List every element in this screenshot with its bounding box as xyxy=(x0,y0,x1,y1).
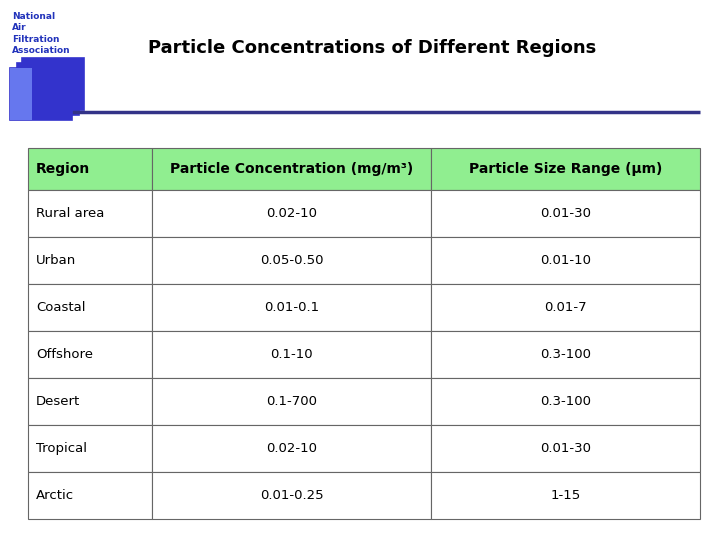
Text: 0.01-0.1: 0.01-0.1 xyxy=(264,301,320,314)
Text: 0.1-10: 0.1-10 xyxy=(271,348,313,361)
FancyBboxPatch shape xyxy=(431,190,700,237)
Text: 0.01-10: 0.01-10 xyxy=(540,254,591,267)
FancyBboxPatch shape xyxy=(153,472,431,519)
FancyBboxPatch shape xyxy=(153,148,431,190)
Text: 0.02-10: 0.02-10 xyxy=(266,207,318,220)
Text: Tropical: Tropical xyxy=(36,442,87,455)
Text: Desert: Desert xyxy=(36,395,80,408)
Text: 0.01-0.25: 0.01-0.25 xyxy=(260,489,323,502)
Text: Particle Concentrations of Different Regions: Particle Concentrations of Different Reg… xyxy=(148,39,596,57)
FancyBboxPatch shape xyxy=(153,331,431,378)
Text: Offshore: Offshore xyxy=(36,348,93,361)
FancyBboxPatch shape xyxy=(17,63,79,115)
FancyBboxPatch shape xyxy=(10,68,72,120)
Text: 0.05-0.50: 0.05-0.50 xyxy=(260,254,323,267)
FancyBboxPatch shape xyxy=(28,284,153,331)
Text: 1-15: 1-15 xyxy=(551,489,581,502)
Text: Rural area: Rural area xyxy=(36,207,104,220)
FancyBboxPatch shape xyxy=(28,190,153,237)
FancyBboxPatch shape xyxy=(431,148,700,190)
FancyBboxPatch shape xyxy=(431,237,700,284)
FancyBboxPatch shape xyxy=(153,378,431,425)
Text: Coastal: Coastal xyxy=(36,301,86,314)
FancyBboxPatch shape xyxy=(10,68,32,120)
Text: Arctic: Arctic xyxy=(36,489,74,502)
Text: Particle Size Range (μm): Particle Size Range (μm) xyxy=(469,162,662,176)
FancyBboxPatch shape xyxy=(28,378,153,425)
FancyBboxPatch shape xyxy=(153,190,431,237)
FancyBboxPatch shape xyxy=(431,472,700,519)
Text: 0.01-7: 0.01-7 xyxy=(544,301,587,314)
Text: National
Air
Filtration
Association: National Air Filtration Association xyxy=(12,12,71,56)
Text: Region: Region xyxy=(36,162,90,176)
FancyBboxPatch shape xyxy=(28,425,153,472)
FancyBboxPatch shape xyxy=(153,425,431,472)
Text: 0.01-30: 0.01-30 xyxy=(540,442,591,455)
Text: 0.1-700: 0.1-700 xyxy=(266,395,318,408)
FancyBboxPatch shape xyxy=(28,148,153,190)
FancyBboxPatch shape xyxy=(153,237,431,284)
FancyBboxPatch shape xyxy=(431,284,700,331)
FancyBboxPatch shape xyxy=(431,378,700,425)
FancyBboxPatch shape xyxy=(431,331,700,378)
Text: Urban: Urban xyxy=(36,254,76,267)
FancyBboxPatch shape xyxy=(28,331,153,378)
FancyBboxPatch shape xyxy=(431,425,700,472)
FancyBboxPatch shape xyxy=(22,58,84,110)
FancyBboxPatch shape xyxy=(28,237,153,284)
FancyBboxPatch shape xyxy=(153,284,431,331)
Text: 0.01-30: 0.01-30 xyxy=(540,207,591,220)
Text: 0.3-100: 0.3-100 xyxy=(540,348,591,361)
FancyBboxPatch shape xyxy=(28,472,153,519)
Text: Particle Concentration (mg/m³): Particle Concentration (mg/m³) xyxy=(170,162,413,176)
Text: 0.3-100: 0.3-100 xyxy=(540,395,591,408)
Text: 0.02-10: 0.02-10 xyxy=(266,442,318,455)
